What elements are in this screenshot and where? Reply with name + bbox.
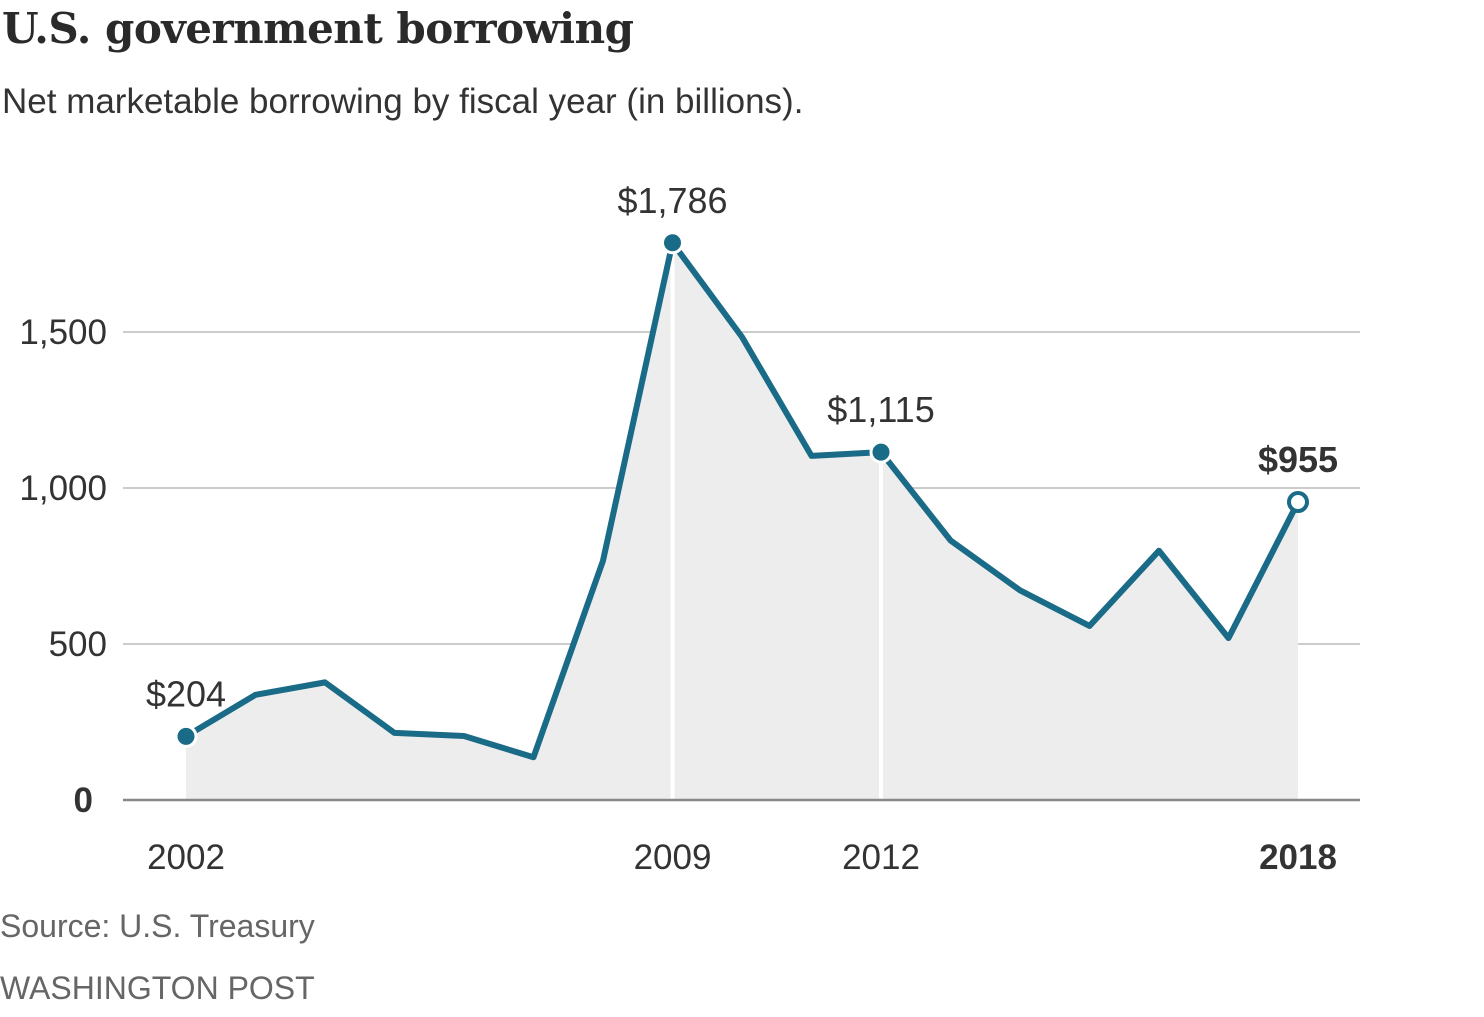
data-label: $1,115 xyxy=(827,389,934,430)
data-point xyxy=(661,231,684,255)
data-point xyxy=(869,440,893,464)
x-tick-label: 2018 xyxy=(1259,838,1337,877)
y-tick-label: 1,500 xyxy=(19,313,107,352)
x-tick-label: 2009 xyxy=(634,838,712,877)
source-note: Source: U.S. Treasury xyxy=(0,908,315,944)
data-label: $1,786 xyxy=(617,180,727,221)
highlight-point xyxy=(1287,491,1309,514)
y-tick-label: 1,000 xyxy=(19,469,107,508)
area-fill xyxy=(186,242,1298,800)
y-tick-label: 500 xyxy=(49,625,107,664)
x-tick-label: 2012 xyxy=(842,838,920,877)
series-line xyxy=(183,239,1301,761)
data-point xyxy=(174,724,198,748)
data-label: $955 xyxy=(1258,439,1338,480)
data-label: $204 xyxy=(146,673,226,714)
x-tick-label: 2002 xyxy=(147,838,225,877)
credit-line: WASHINGTON POST xyxy=(0,970,315,1006)
y-tick-label: 0 xyxy=(74,781,93,820)
chart-title: U.S. government borrowing xyxy=(2,4,634,53)
chart-subtitle: Net marketable borrowing by fiscal year … xyxy=(2,82,804,121)
